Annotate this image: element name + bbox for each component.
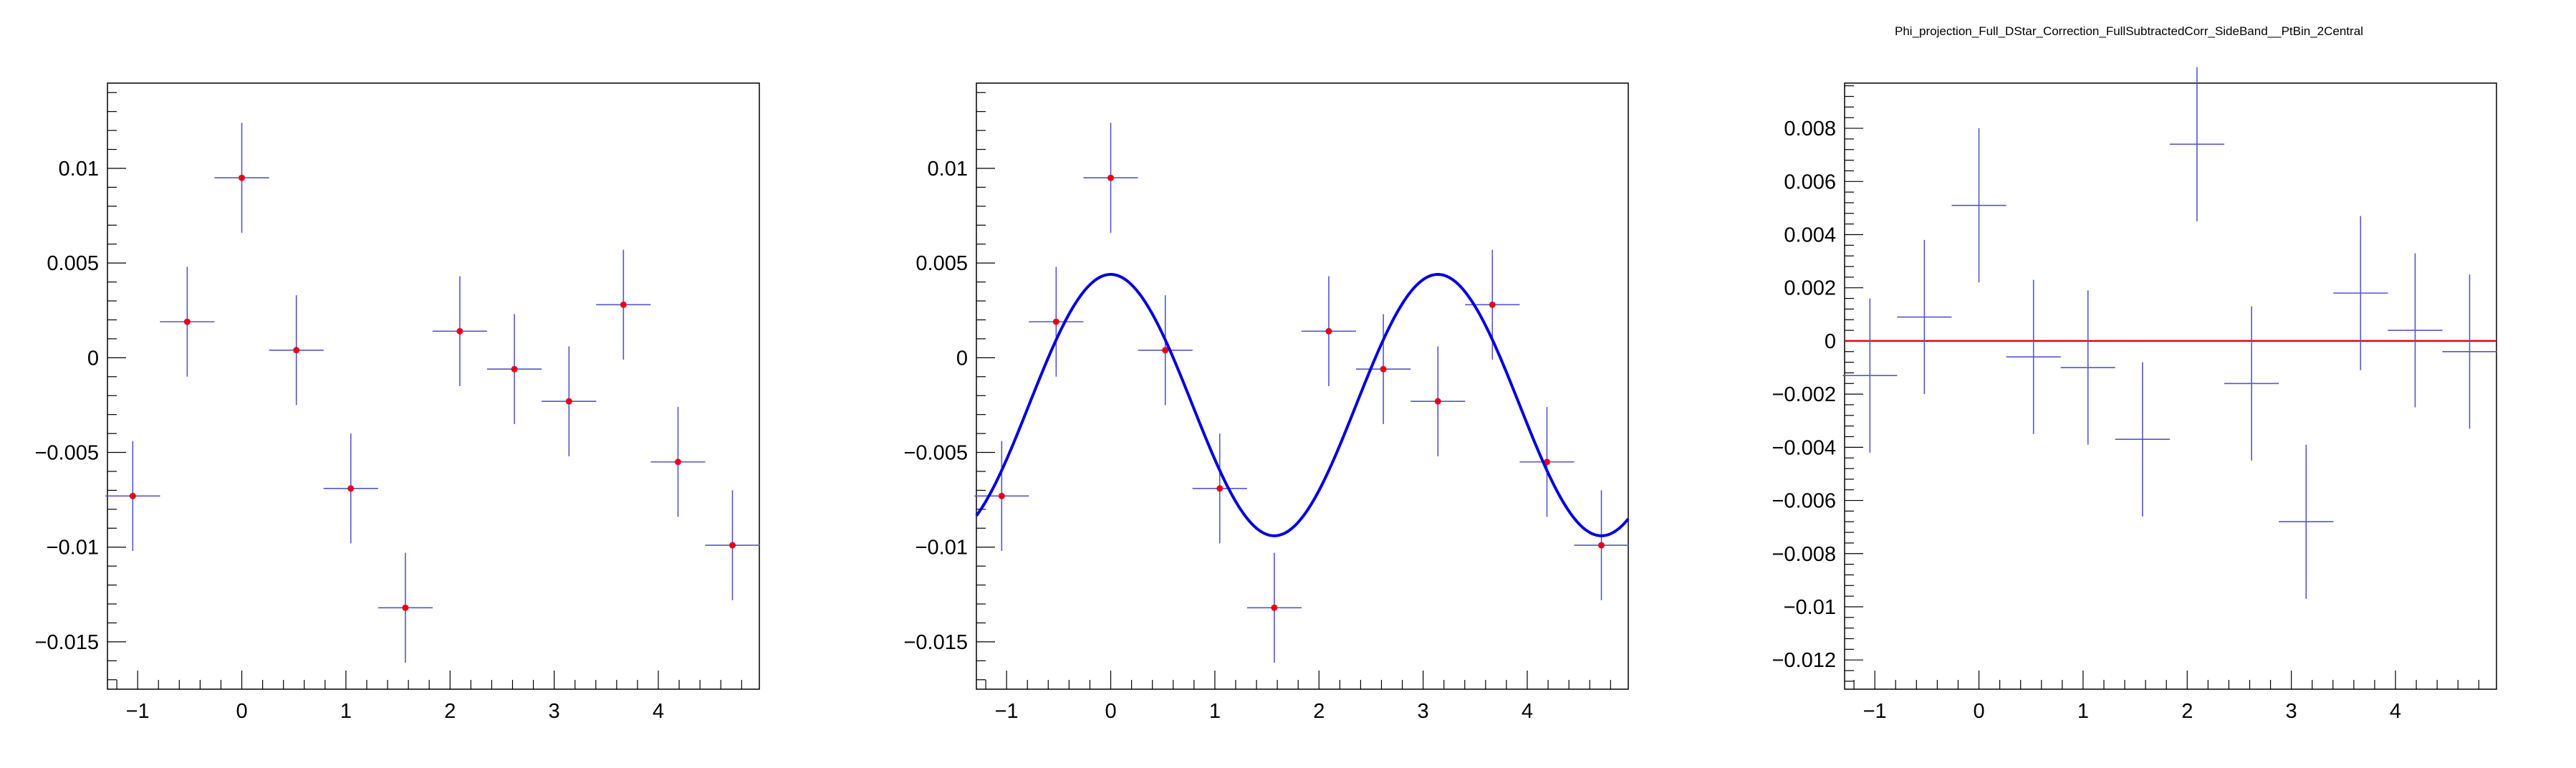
x-tick-label: 1 xyxy=(1209,700,1221,723)
data-point xyxy=(729,542,736,549)
data-point xyxy=(1107,174,1115,181)
data-point xyxy=(402,604,409,611)
y-tick-label: −0.005 xyxy=(34,442,99,465)
data-point xyxy=(239,174,246,181)
y-tick-label: −0.012 xyxy=(1772,649,1836,672)
data-point xyxy=(511,365,518,373)
y-tick-label: −0.015 xyxy=(903,631,968,654)
panel-subtracted: −1 0 1 2 3 4 0.008 0.006 0.004 0.002 0 −0.002 −0.004… xyxy=(1772,67,2497,723)
x-tick-label: 1 xyxy=(2077,700,2089,723)
y-tick-label: 0.008 xyxy=(1784,117,1836,140)
x-tick-label: 1 xyxy=(340,700,352,723)
x-tick-label: 3 xyxy=(549,700,560,723)
x-tick-label: 0 xyxy=(1973,700,1984,723)
data-point xyxy=(183,318,191,325)
chart-title: Phi_projection_Full_DStar_Correction_Ful… xyxy=(1895,24,2363,38)
data-point xyxy=(1489,301,1496,308)
plot-frame xyxy=(107,82,760,690)
y-tick-label: −0.008 xyxy=(1772,543,1836,566)
y-tick-label: 0.01 xyxy=(59,158,99,181)
x-tick-label: 4 xyxy=(653,700,664,723)
y-tick-label: −0.002 xyxy=(1772,383,1836,406)
x-tick-label: −1 xyxy=(1863,700,1887,723)
y-tick-label: −0.005 xyxy=(903,442,968,465)
plot-frame xyxy=(1844,82,2497,690)
y-tick-label: 0 xyxy=(956,347,968,370)
data-point xyxy=(674,459,681,466)
panel-fit: −1 0 1 2 3 4 0.01 0.005 0 −0.005 −0.01 −0.015 xyxy=(903,82,1630,723)
data-point xyxy=(1162,347,1169,354)
y-tick-label: −0.015 xyxy=(34,631,99,654)
data-point xyxy=(1216,485,1224,492)
data-point xyxy=(129,492,136,499)
x-tick-label: 3 xyxy=(2286,700,2297,723)
y-tick-label: −0.01 xyxy=(1784,596,1836,619)
y-tick-label: 0.005 xyxy=(47,252,99,275)
data-point xyxy=(293,347,300,354)
data-point xyxy=(456,327,463,335)
y-tick-label: 0 xyxy=(87,347,99,370)
y-tick-label: −0.006 xyxy=(1772,490,1836,513)
x-tick-label: 4 xyxy=(1522,700,1533,723)
y-tick-label: −0.01 xyxy=(47,537,99,560)
x-tick-label: −1 xyxy=(126,700,150,723)
plot-frame xyxy=(976,82,1629,690)
y-tick-label: −0.01 xyxy=(915,537,968,560)
data-point xyxy=(1325,327,1332,335)
y-tick-label: 0.006 xyxy=(1784,171,1836,193)
x-tick-label: 0 xyxy=(236,700,247,723)
x-tick-label: −1 xyxy=(995,700,1019,723)
x-tick-label: 4 xyxy=(2390,700,2401,723)
data-point xyxy=(1052,318,1059,325)
data-point xyxy=(620,301,627,308)
data-point xyxy=(998,492,1005,499)
data-point xyxy=(347,485,355,492)
fit-curve xyxy=(975,273,1630,537)
x-tick-label: 2 xyxy=(444,700,456,723)
data-point xyxy=(1380,365,1387,373)
y-tick-label: 0.005 xyxy=(915,252,968,275)
x-tick-label: 3 xyxy=(1418,700,1429,723)
x-tick-label: 2 xyxy=(2181,700,2193,723)
y-tick-label: 0.004 xyxy=(1784,224,1836,247)
data-point xyxy=(565,398,572,405)
data-point xyxy=(1271,604,1278,611)
x-tick-label: 2 xyxy=(1313,700,1325,723)
y-tick-label: 0 xyxy=(1825,330,1836,353)
panel-data-points: −1 0 1 2 3 4 0.01 0.005 0 −0.005 −0.01 −0.015 xyxy=(34,82,760,723)
y-tick-label: 0.01 xyxy=(928,158,968,181)
x-tick-label: 0 xyxy=(1105,700,1116,723)
y-tick-label: −0.004 xyxy=(1772,436,1836,459)
data-point xyxy=(1434,398,1441,405)
y-tick-label: 0.002 xyxy=(1784,277,1836,300)
data-point xyxy=(1597,542,1605,549)
